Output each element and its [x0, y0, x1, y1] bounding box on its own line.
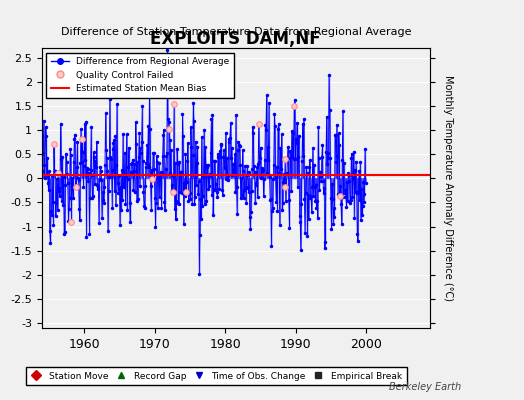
Title: EXPLOITS DAM,NF: EXPLOITS DAM,NF: [150, 30, 321, 48]
Text: Difference of Station Temperature Data from Regional Average: Difference of Station Temperature Data f…: [61, 27, 411, 37]
Text: Berkeley Earth: Berkeley Earth: [389, 382, 461, 392]
Legend: Station Move, Record Gap, Time of Obs. Change, Empirical Break: Station Move, Record Gap, Time of Obs. C…: [26, 367, 407, 385]
Y-axis label: Monthly Temperature Anomaly Difference (°C): Monthly Temperature Anomaly Difference (…: [443, 75, 453, 301]
